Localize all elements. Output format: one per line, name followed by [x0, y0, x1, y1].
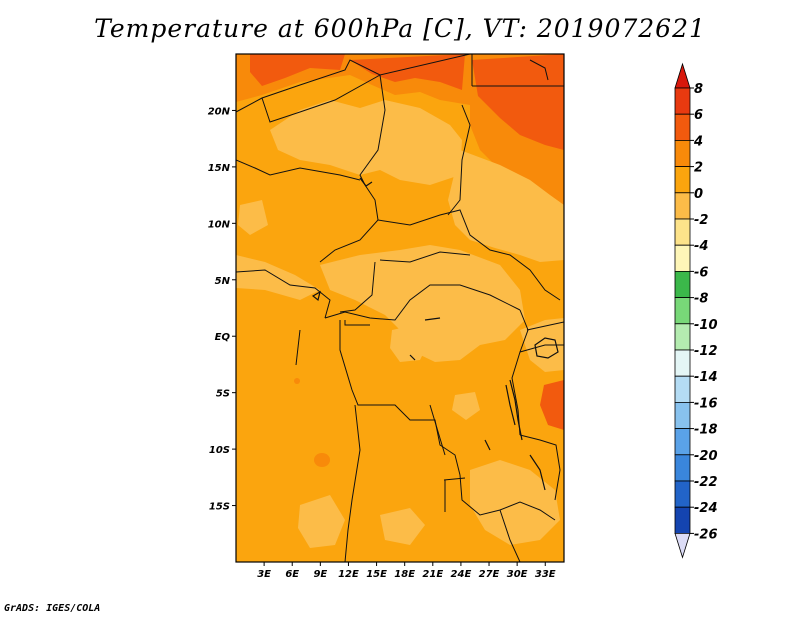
colorbar-label: -2 [694, 213, 708, 228]
colorbar-label: -22 [694, 475, 718, 490]
map-title: Temperature at 600hPa [C], VT: 201907262… [94, 14, 706, 43]
latitude-axis: 20N 15N 10N 5N EQ 5S 10S 15S [208, 106, 236, 513]
colorbar-label: -16 [694, 396, 718, 411]
colorbar-box [674, 192, 691, 220]
colorbar-box [674, 428, 691, 456]
colorbar-box [674, 349, 691, 377]
colorbar-label: -8 [694, 292, 708, 307]
lon-tick-label: 21E [422, 569, 443, 580]
lon-tick-label: 9E [313, 569, 327, 580]
lon-tick-label: 24E [451, 569, 472, 580]
contour-region-0-2-south [470, 460, 560, 545]
colorbar-box [674, 139, 691, 167]
colorbar-label: -26 [694, 527, 718, 542]
colorbar-bottom-arrow [674, 533, 691, 559]
lon-tick-label: 33E [535, 569, 556, 580]
colorbar-label: -12 [694, 344, 718, 359]
contour-region-6-8-se [540, 380, 564, 430]
colorbar-label: -10 [694, 318, 718, 333]
colorbar-label: 0 [694, 187, 703, 202]
lat-tick-label: 20N [208, 106, 231, 117]
colorbar-box [674, 218, 691, 246]
colorbar-box [674, 401, 691, 429]
colorbar-label: -4 [694, 239, 708, 254]
colorbar-label: 8 [694, 82, 703, 97]
lon-tick-label: 15E [366, 569, 387, 580]
contour-region-0-2-east [520, 318, 564, 372]
lon-tick-label: 18E [394, 569, 415, 580]
colorbar-box [674, 506, 691, 534]
lon-tick-label: 6E [285, 569, 299, 580]
country-borders [236, 54, 564, 562]
colorbar-box [674, 87, 691, 115]
colorbar-label: -6 [694, 265, 708, 280]
colorbar-box [674, 480, 691, 508]
lat-tick-label: 10N [208, 219, 231, 230]
temperature-field [236, 54, 564, 562]
colorbar-box [674, 297, 691, 325]
colorbar-label: -24 [694, 501, 718, 516]
grads-credit: GrADS: IGES/COLA [4, 603, 101, 614]
map-frame [235, 53, 565, 563]
colorbar-box [674, 454, 691, 482]
lat-tick-label: 15N [208, 163, 231, 174]
lon-tick-label: 12E [338, 569, 359, 580]
colorbar-label: 4 [693, 134, 703, 149]
contour-region-4-6-spot [314, 453, 330, 467]
lat-tick-label: 10S [209, 445, 230, 456]
colorbar-box [674, 244, 691, 272]
contour-region-0-2-sudan [448, 150, 564, 262]
colorbar-box [674, 270, 691, 298]
lon-tick-label: 27E [479, 569, 500, 580]
colorbar-label: 2 [694, 161, 703, 176]
colorbar-top-arrow [674, 62, 691, 89]
colorbar-box [674, 166, 691, 194]
contour-region-0-2-central [320, 245, 525, 362]
colorbar: 8 6 4 2 0 -2 -4 -6 -8 -10 -12 -14 -16 -18 -20 -22 -24 -26 [674, 62, 718, 559]
contour-region-0-2-sahel [270, 100, 462, 185]
contour-region-6-8-nw [250, 54, 345, 86]
lat-tick-label: 5N [215, 276, 231, 287]
longitude-axis: 3E 6E 9E 12E 15E 18E 21E 24E 27E 30E 33E [257, 562, 556, 580]
contour-region-6-8-n [350, 54, 465, 90]
lakes [311, 177, 559, 491]
contour-region-0-2-sw [298, 495, 345, 548]
colorbar-box [674, 323, 691, 351]
colorbar-box [674, 375, 691, 403]
lon-tick-label: 3E [257, 569, 271, 580]
contour-region-6-8-ne [472, 54, 564, 150]
lat-tick-label: 5S [216, 389, 230, 400]
lat-tick-label: 15S [209, 502, 230, 513]
colorbar-label: 6 [694, 108, 703, 123]
lat-tick-label: EQ [215, 332, 231, 343]
colorbar-label: -14 [694, 370, 718, 385]
colorbar-label: -20 [694, 449, 718, 464]
colorbar-label: -18 [694, 423, 718, 438]
lon-tick-label: 30E [507, 569, 528, 580]
colorbar-box [674, 113, 691, 141]
